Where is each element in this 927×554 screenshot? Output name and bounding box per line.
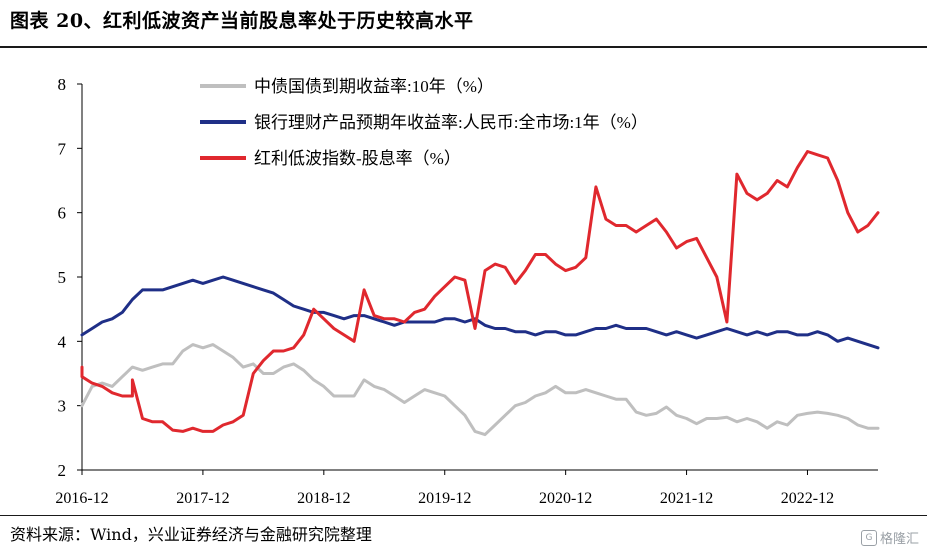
y-tick-label: 3 bbox=[58, 397, 67, 416]
series-line-1 bbox=[80, 343, 880, 437]
title-divider bbox=[0, 46, 927, 48]
series-line-3 bbox=[80, 150, 880, 433]
source-note: 资料来源：Wind，兴业证券经济与金融研究院整理 bbox=[10, 525, 372, 544]
watermark-text: 格隆汇 bbox=[879, 532, 919, 547]
chart-legend: 中债国债到期收益率:10年（%） 银行理财产品预期年收益率:人民币:全市场:1年（… bbox=[200, 77, 648, 168]
series-line-2 bbox=[80, 275, 880, 350]
chart-axes: 2 3 4 5 6 7 8 2016-12 2017-12 2018-12 2019-12 2020-… bbox=[55, 75, 878, 507]
y-tick-label: 5 bbox=[58, 268, 67, 287]
source-divider bbox=[0, 515, 927, 516]
x-tick-label: 2017-12 bbox=[176, 490, 229, 507]
x-tick-label: 2019-12 bbox=[418, 490, 471, 507]
legend-label-3: 红利低波指数-股息率（%） bbox=[254, 149, 461, 168]
y-tick-label: 8 bbox=[58, 75, 67, 94]
y-tick-label: 2 bbox=[58, 461, 67, 480]
x-tick-label: 2021-12 bbox=[660, 490, 713, 507]
legend-label-1: 中债国债到期收益率:10年（%） bbox=[254, 77, 494, 96]
series-layer bbox=[80, 150, 880, 437]
x-tick-label: 2022-12 bbox=[781, 490, 834, 507]
legend-label-2: 银行理财产品预期年收益率:人民币:全市场:1年（%） bbox=[254, 113, 648, 132]
y-tick-label: 4 bbox=[58, 332, 67, 351]
y-tick-label: 6 bbox=[58, 204, 67, 223]
x-tick-label: 2016-12 bbox=[55, 490, 108, 507]
y-tick-label: 7 bbox=[58, 139, 67, 158]
watermark: G 格隆汇 bbox=[860, 528, 919, 547]
x-tick-label: 2018-12 bbox=[297, 490, 350, 507]
x-tick-label: 2020-12 bbox=[539, 490, 592, 507]
watermark-logo-icon: G bbox=[860, 529, 877, 546]
line-chart: 2 3 4 5 6 7 8 2016-12 2017-12 2018-12 2019-12 2020-… bbox=[55, 75, 880, 507]
page-title: 图表 20、红利低波资产当前股息率处于历史较高水平 bbox=[10, 10, 474, 32]
